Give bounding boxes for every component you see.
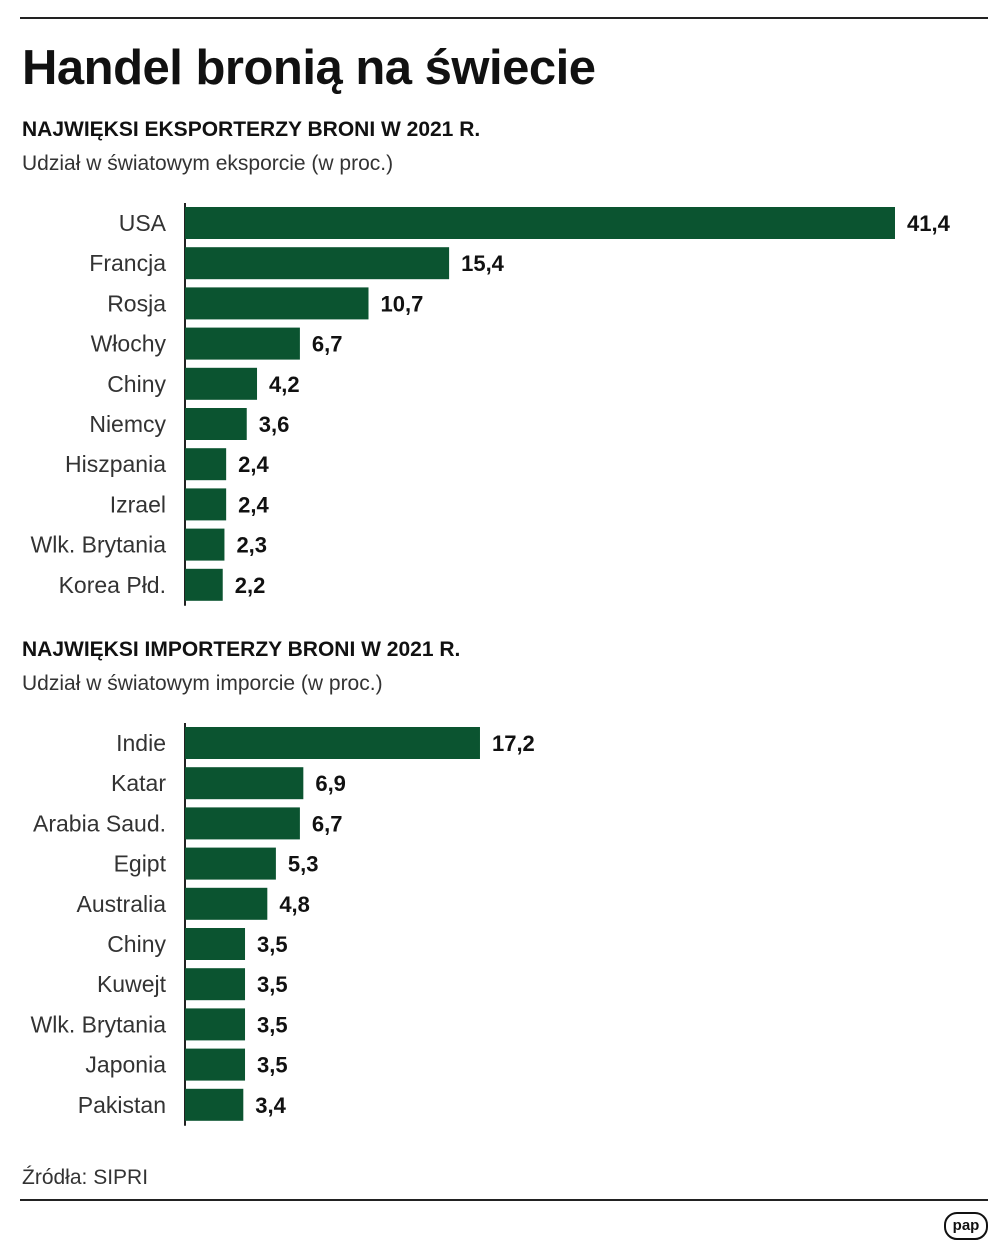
exporters-category-label: Hiszpania <box>65 451 166 477</box>
importers-bar <box>185 968 246 1001</box>
importers-category-label: Katar <box>111 770 166 796</box>
exporters-category-label: Wlk. Brytania <box>31 532 167 558</box>
importers-value-label: 3,5 <box>257 1053 288 1078</box>
exporters-bar <box>185 367 258 400</box>
importers-category-label: Australia <box>77 891 167 917</box>
importers-value-label: 3,5 <box>257 1012 288 1037</box>
importers-bar <box>185 887 268 920</box>
exporters-category-label: Chiny <box>107 371 166 397</box>
exporters-bar <box>185 488 227 521</box>
importers-bar <box>185 727 480 759</box>
bottom-rule <box>20 1199 988 1201</box>
exporters-bar <box>185 408 247 440</box>
importers-category-label: Japonia <box>85 1052 166 1078</box>
importers-category-label: Indie <box>116 730 166 756</box>
importers-bar <box>185 1048 246 1081</box>
importers-category-label: Arabia Saud. <box>33 810 166 836</box>
exporters-value-label: 2,4 <box>238 492 269 517</box>
source-note: Źródła: SIPRI <box>22 1166 149 1189</box>
exporters-category-label: Izrael <box>110 491 166 517</box>
importers-bar <box>185 767 304 800</box>
exporters-category-label: Rosja <box>107 290 166 316</box>
exporters-value-label: 15,4 <box>461 251 505 276</box>
exporters-bar <box>185 568 223 601</box>
importers-bar <box>185 1008 246 1041</box>
importers-bar <box>185 928 246 960</box>
exporters-bar <box>185 207 895 239</box>
exporters-chart-subtitle: Udział w światowym eksporcie (w proc.) <box>22 152 394 175</box>
importers-chart-subtitle: Udział w światowym imporcie (w proc.) <box>22 672 383 695</box>
importers-value-label: 3,4 <box>255 1093 286 1118</box>
exporters-bar <box>185 287 369 320</box>
importers-value-label: 6,7 <box>312 811 343 836</box>
exporters-value-label: 6,7 <box>312 332 343 357</box>
importers-category-label: Kuwejt <box>97 971 167 997</box>
exporters-category-label: Niemcy <box>89 411 166 437</box>
exporters-category-label: USA <box>119 210 167 236</box>
exporters-category-label: Korea Płd. <box>59 572 166 598</box>
exporters-bar <box>185 327 300 360</box>
exporters-bar-chart: USA 41,4 Francja 15,4 Rosja 10,7 Włochy 6,7 Chin… <box>31 203 951 606</box>
exporters-value-label: 10,7 <box>381 291 424 316</box>
page-title: Handel bronią na świecie <box>22 41 596 95</box>
importers-value-label: 3,5 <box>257 932 288 957</box>
importers-category-label: Wlk. Brytania <box>31 1011 167 1037</box>
importers-value-label: 3,5 <box>257 972 288 997</box>
importers-category-label: Pakistan <box>78 1092 166 1118</box>
exporters-value-label: 3,6 <box>259 412 290 437</box>
exporters-value-label: 41,4 <box>907 211 951 236</box>
importers-bar <box>185 847 276 880</box>
exporters-bar <box>185 247 450 280</box>
importers-value-label: 17,2 <box>492 731 535 756</box>
exporters-category-label: Włochy <box>91 331 167 357</box>
exporters-value-label: 2,3 <box>236 533 267 558</box>
importers-value-label: 4,8 <box>279 892 310 917</box>
top-rule <box>20 17 988 19</box>
importers-category-label: Chiny <box>107 931 166 957</box>
exporters-value-label: 2,2 <box>235 573 266 598</box>
exporters-value-label: 4,2 <box>269 372 300 397</box>
exporters-chart-title: NAJWIĘKSI EKSPORTERZY BRONI W 2021 R. <box>22 118 481 141</box>
exporters-bar <box>185 528 225 561</box>
importers-bar <box>185 1088 244 1121</box>
exporters-bar <box>185 448 227 481</box>
exporters-category-label: Francja <box>89 250 166 276</box>
importers-category-label: Egipt <box>114 851 167 877</box>
importers-value-label: 5,3 <box>288 852 319 877</box>
exporters-value-label: 2,4 <box>238 452 269 477</box>
importers-bar-chart: Indie 17,2 Katar 6,9 Arabia Saud. 6,7 Egipt 5,3… <box>31 723 535 1126</box>
importers-value-label: 6,9 <box>315 771 346 796</box>
importers-bar <box>185 807 300 840</box>
pap-logo: pap <box>944 1212 988 1240</box>
importers-chart-title: NAJWIĘKSI IMPORTERZY BRONI W 2021 R. <box>22 638 461 661</box>
